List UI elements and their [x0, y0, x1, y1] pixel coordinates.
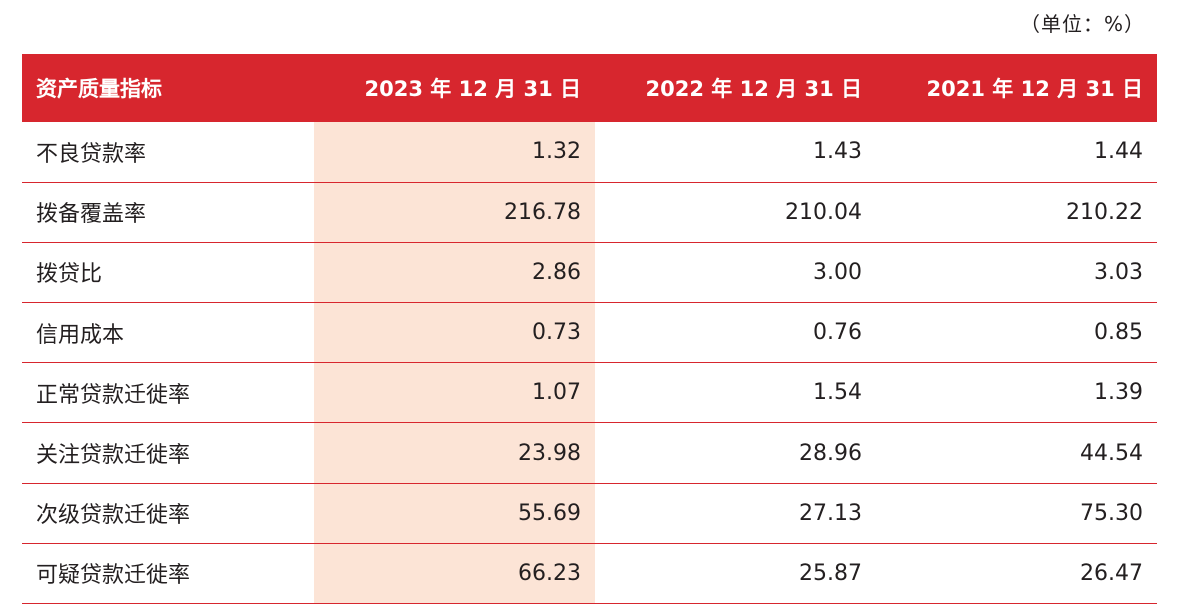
row-label: 可疑贷款迁徙率: [22, 543, 314, 605]
cell-2022: 27.13: [595, 483, 876, 544]
cell-2022: 1.43: [595, 122, 876, 183]
cell-2021: 44.54: [876, 422, 1157, 484]
header-2022: 2022 年 12 月 31 日: [645, 77, 862, 101]
cell-2022: 3.00: [595, 242, 876, 304]
cell-2023: 1.07: [314, 362, 595, 424]
cell-2022: 210.04: [595, 182, 876, 243]
cell-2023: 2.86: [314, 242, 595, 304]
row-label: 信用成本: [22, 302, 314, 364]
table-row: 拨备覆盖率 216.78 210.04 210.22: [22, 182, 1157, 243]
table-row: 正常贷款迁徙率 1.07 1.54 1.39: [22, 362, 1157, 424]
row-label: 次级贷款迁徙率: [22, 483, 314, 544]
table-row: 次级贷款迁徙率 55.69 27.13 75.30: [22, 483, 1157, 544]
row-label: 关注贷款迁徙率: [22, 422, 314, 484]
asset-quality-table: 资产质量指标 2023 年 12 月 31 日 2022 年 12 月 31 日…: [22, 54, 1157, 605]
table-row: 拨贷比 2.86 3.00 3.03: [22, 242, 1157, 304]
table-row: 关注贷款迁徙率 23.98 28.96 44.54: [22, 422, 1157, 484]
cell-2023: 0.73: [314, 302, 595, 364]
table-row: 可疑贷款迁徙率 66.23 25.87 26.47: [22, 543, 1157, 605]
cell-2021: 3.03: [876, 242, 1157, 304]
cell-2023: 1.32: [314, 122, 595, 183]
row-label: 拨备覆盖率: [22, 182, 314, 243]
row-label: 正常贷款迁徙率: [22, 362, 314, 424]
table-header: 资产质量指标 2023 年 12 月 31 日 2022 年 12 月 31 日…: [22, 54, 1157, 122]
row-label: 拨贷比: [22, 242, 314, 304]
cell-2023: 55.69: [314, 483, 595, 544]
row-label: 不良贷款率: [22, 122, 314, 183]
cell-2022: 1.54: [595, 362, 876, 424]
cell-2021: 0.85: [876, 302, 1157, 364]
table-body: 不良贷款率 1.32 1.43 1.44 拨备覆盖率 216.78 210.04…: [22, 122, 1157, 605]
cell-2023: 23.98: [314, 422, 595, 484]
cell-2021: 26.47: [876, 543, 1157, 605]
table-row: 信用成本 0.73 0.76 0.85: [22, 302, 1157, 364]
cell-2021: 75.30: [876, 483, 1157, 544]
cell-2021: 1.39: [876, 362, 1157, 424]
cell-2023: 216.78: [314, 182, 595, 243]
unit-label: （单位：%）: [1019, 12, 1145, 36]
cell-2021: 1.44: [876, 122, 1157, 183]
cell-2022: 0.76: [595, 302, 876, 364]
header-2021: 2021 年 12 月 31 日: [926, 77, 1143, 101]
cell-2021: 210.22: [876, 182, 1157, 243]
header-row: 资产质量指标 2023 年 12 月 31 日 2022 年 12 月 31 日…: [22, 54, 1157, 122]
cell-2022: 28.96: [595, 422, 876, 484]
header-indicator: 资产质量指标: [36, 77, 162, 101]
table-row: 不良贷款率 1.32 1.43 1.44: [22, 122, 1157, 183]
header-2023: 2023 年 12 月 31 日: [364, 77, 581, 101]
cell-2022: 25.87: [595, 543, 876, 605]
cell-2023: 66.23: [314, 543, 595, 605]
